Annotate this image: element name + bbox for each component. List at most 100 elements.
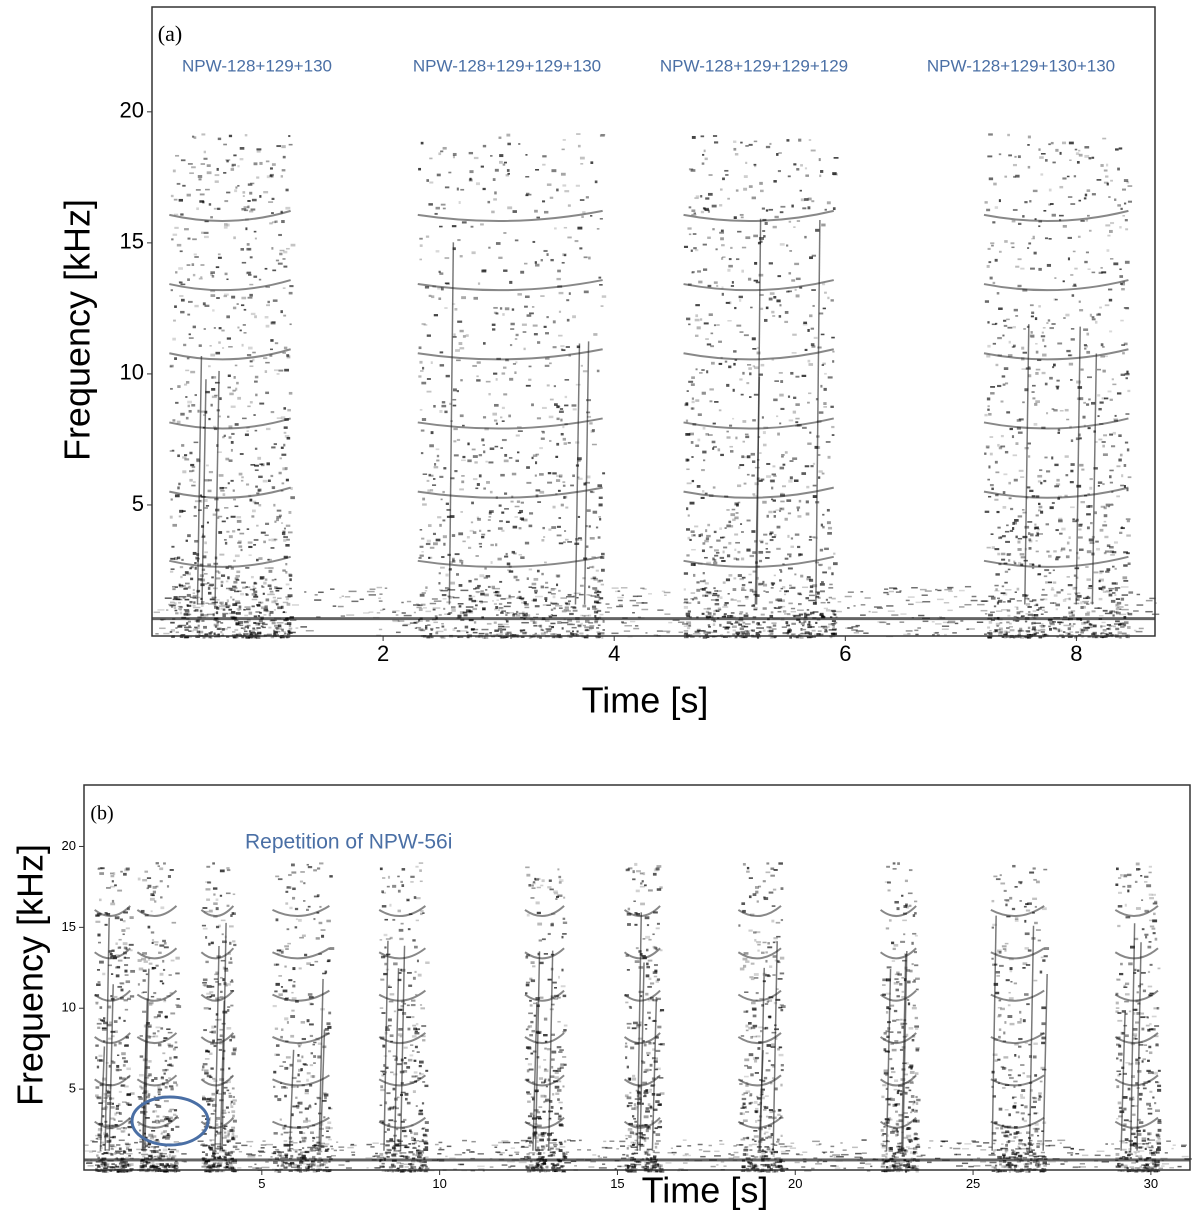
noise bbox=[1060, 1163, 1065, 1165]
call-energy bbox=[590, 577, 596, 580]
call-energy bbox=[1013, 560, 1016, 564]
call-energy bbox=[171, 635, 175, 638]
call-energy bbox=[224, 223, 228, 226]
call-energy bbox=[773, 475, 777, 477]
call-energy bbox=[580, 163, 584, 165]
call-energy bbox=[759, 237, 764, 240]
call-energy bbox=[723, 613, 727, 616]
call-energy bbox=[483, 635, 489, 639]
noise bbox=[496, 633, 504, 636]
call-energy bbox=[825, 598, 828, 601]
noise bbox=[489, 1166, 494, 1168]
call-energy bbox=[996, 624, 999, 627]
call-energy bbox=[779, 579, 782, 582]
call-energy bbox=[478, 529, 482, 532]
noise bbox=[1009, 598, 1015, 600]
call-energy bbox=[733, 557, 738, 560]
call-energy bbox=[704, 587, 708, 589]
call-energy bbox=[465, 609, 471, 613]
noise bbox=[431, 598, 438, 600]
call-energy bbox=[1120, 484, 1125, 487]
call-energy bbox=[746, 455, 751, 459]
call-energy bbox=[833, 613, 837, 616]
call-energy bbox=[278, 233, 282, 237]
call-energy bbox=[170, 605, 174, 608]
noise bbox=[183, 609, 190, 611]
call-energy bbox=[1037, 474, 1043, 478]
call-energy bbox=[808, 620, 811, 624]
noise bbox=[225, 587, 234, 590]
call-energy bbox=[725, 301, 730, 304]
call-energy bbox=[809, 256, 813, 260]
call-energy bbox=[253, 538, 259, 541]
call-energy bbox=[1052, 581, 1057, 584]
call-energy bbox=[1055, 483, 1061, 486]
call-energy bbox=[514, 371, 517, 374]
call-energy bbox=[1054, 463, 1059, 467]
call-energy bbox=[1052, 161, 1056, 164]
noise bbox=[611, 632, 619, 635]
call-energy bbox=[444, 257, 450, 260]
call-energy bbox=[202, 200, 205, 204]
call-energy bbox=[283, 536, 288, 539]
call-energy bbox=[199, 200, 204, 203]
noise bbox=[897, 1161, 905, 1164]
call-energy bbox=[990, 611, 995, 613]
call-energy bbox=[105, 1133, 108, 1136]
call-energy bbox=[572, 474, 575, 478]
noise bbox=[683, 625, 692, 627]
call-energy bbox=[228, 134, 233, 138]
noise bbox=[662, 630, 671, 633]
call-energy bbox=[1075, 437, 1080, 441]
call-energy bbox=[987, 635, 993, 639]
call-energy bbox=[1031, 563, 1035, 566]
call-energy bbox=[1038, 502, 1041, 506]
noise bbox=[1086, 595, 1089, 598]
call-energy bbox=[1053, 627, 1057, 630]
call-energy bbox=[180, 159, 186, 162]
call-energy bbox=[548, 528, 552, 531]
call-energy bbox=[539, 624, 543, 628]
call-energy bbox=[1125, 307, 1130, 310]
call-energy bbox=[555, 574, 561, 578]
call-energy bbox=[1106, 624, 1111, 626]
call-energy bbox=[746, 519, 751, 522]
call-energy bbox=[290, 616, 294, 619]
noise bbox=[632, 604, 639, 607]
call-energy bbox=[786, 590, 789, 593]
noise bbox=[549, 1142, 557, 1144]
call-energy bbox=[687, 634, 693, 636]
call-energy bbox=[271, 197, 275, 201]
call-energy bbox=[508, 457, 513, 459]
call-energy bbox=[1054, 485, 1060, 488]
call-energy bbox=[279, 627, 282, 630]
call-energy bbox=[1048, 572, 1052, 575]
call-energy bbox=[1110, 503, 1114, 506]
call-energy bbox=[242, 324, 246, 326]
call-energy bbox=[1027, 442, 1031, 445]
noise bbox=[284, 1162, 292, 1165]
call-energy bbox=[418, 557, 422, 559]
call-energy bbox=[497, 627, 503, 631]
call-energy bbox=[1088, 398, 1091, 401]
noise bbox=[277, 1151, 285, 1153]
noise bbox=[413, 621, 417, 624]
noise bbox=[273, 609, 276, 611]
noise bbox=[784, 613, 791, 615]
noise bbox=[141, 1153, 149, 1156]
call-energy bbox=[599, 632, 605, 635]
noise bbox=[218, 605, 227, 607]
call-energy bbox=[420, 141, 424, 145]
noise bbox=[630, 1156, 635, 1159]
call-energy bbox=[223, 293, 229, 296]
call-energy bbox=[786, 613, 791, 616]
call-energy bbox=[767, 618, 770, 621]
noise bbox=[260, 1147, 265, 1149]
call-energy bbox=[451, 225, 457, 228]
call-energy bbox=[503, 161, 507, 164]
noise bbox=[129, 1157, 134, 1160]
noise bbox=[797, 609, 804, 611]
call-energy bbox=[531, 582, 537, 586]
noise bbox=[803, 1160, 807, 1163]
call-energy bbox=[814, 445, 819, 449]
